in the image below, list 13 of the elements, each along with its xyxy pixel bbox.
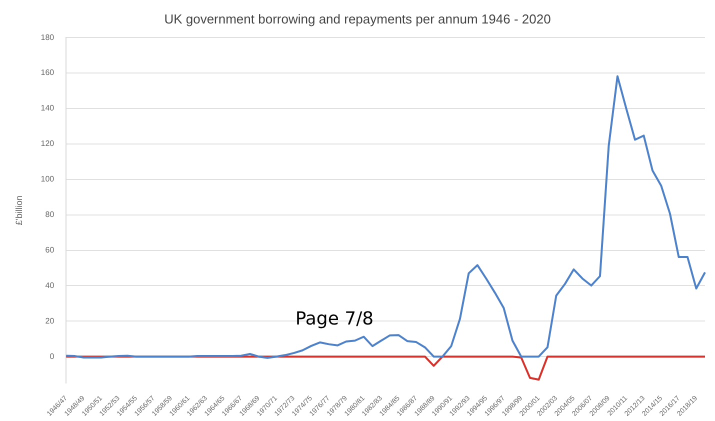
y-tick-label: 20 [45,316,55,326]
y-tick-label: 80 [45,210,55,220]
y-tick-label: 40 [45,280,55,290]
y-tick-label: 100 [40,174,55,184]
y-tick-label: 160 [40,68,55,78]
y-tick-label: 140 [40,104,55,113]
y-axis-title: £'billion [14,196,24,226]
chart-title: UK government borrowing and repayments per annum 1946 - 2020 [164,11,551,26]
annotation: Page 7/8 [295,308,374,330]
y-tick-label: 120 [40,139,55,148]
y-tick-label: 0 [50,352,55,361]
y-tick-label: 180 [40,32,55,42]
y-tick-label: 60 [45,245,55,254]
